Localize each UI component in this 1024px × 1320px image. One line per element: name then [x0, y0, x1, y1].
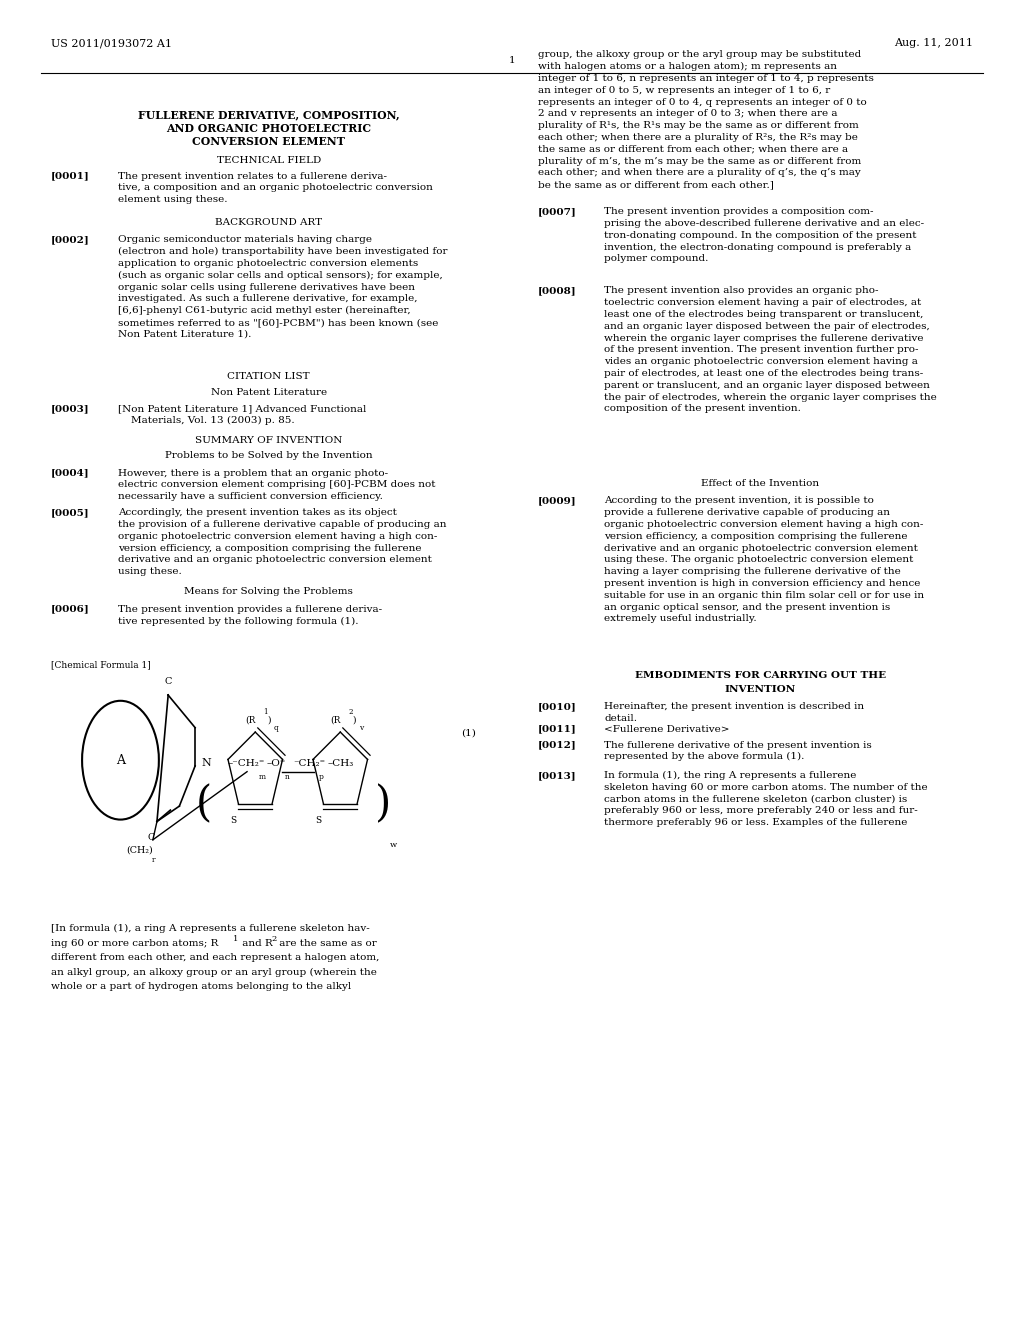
Text: According to the present invention, it is possible to
provide a fullerene deriva: According to the present invention, it i…: [604, 496, 925, 623]
Text: Accordingly, the present invention takes as its object
the provision of a fuller: Accordingly, the present invention takes…: [118, 508, 446, 577]
Text: Organic semiconductor materials having charge
(electron and hole) transportabili: Organic semiconductor materials having c…: [118, 235, 447, 339]
Text: p: p: [319, 772, 324, 780]
Text: TECHNICAL FIELD: TECHNICAL FIELD: [217, 156, 321, 165]
Text: Hereinafter, the present invention is described in
detail.: Hereinafter, the present invention is de…: [604, 702, 864, 723]
Text: Aug. 11, 2011: Aug. 11, 2011: [894, 38, 973, 49]
Text: CITATION LIST: CITATION LIST: [227, 372, 310, 381]
Text: 2: 2: [271, 935, 276, 942]
Text: [0013]: [0013]: [538, 771, 577, 780]
Text: –O⁼: –O⁼: [267, 759, 286, 768]
Text: The present invention also provides an organic pho-
toelectric conversion elemen: The present invention also provides an o…: [604, 286, 937, 413]
Text: [0002]: [0002]: [51, 235, 90, 244]
Text: [0011]: [0011]: [538, 725, 577, 734]
Text: Effect of the Invention: Effect of the Invention: [701, 479, 819, 488]
Text: Non Patent Literature: Non Patent Literature: [211, 388, 327, 397]
Text: whole or a part of hydrogen atoms belonging to the alkyl: whole or a part of hydrogen atoms belong…: [51, 982, 351, 991]
Text: 2: 2: [348, 709, 353, 717]
Text: S: S: [315, 816, 322, 825]
Text: ⁻CH₂⁼: ⁻CH₂⁼: [294, 759, 326, 768]
Text: r: r: [152, 855, 156, 863]
Text: [Chemical Formula 1]: [Chemical Formula 1]: [51, 660, 151, 669]
Text: EMBODIMENTS FOR CARRYING OUT THE: EMBODIMENTS FOR CARRYING OUT THE: [635, 671, 886, 680]
Text: and R: and R: [239, 939, 272, 948]
Text: ): ): [352, 715, 356, 725]
Text: m: m: [259, 772, 266, 780]
Text: 1: 1: [263, 709, 268, 717]
Text: C: C: [165, 677, 172, 686]
Text: N: N: [202, 758, 211, 768]
Text: 1: 1: [509, 57, 515, 66]
Text: [Non Patent Literature 1] Advanced Functional
    Materials, Vol. 13 (2003) p. 8: [Non Patent Literature 1] Advanced Funct…: [118, 404, 367, 425]
Text: A: A: [116, 754, 125, 767]
Text: US 2011/0193072 A1: US 2011/0193072 A1: [51, 38, 172, 49]
Text: [0010]: [0010]: [538, 702, 577, 711]
Text: [In formula (1), a ring A represents a fullerene skeleton hav-: [In formula (1), a ring A represents a f…: [51, 924, 370, 933]
Text: (R: (R: [245, 715, 255, 725]
Text: (R: (R: [330, 715, 340, 725]
Text: –CH₃: –CH₃: [328, 759, 353, 768]
Text: <Fullerene Derivative>: <Fullerene Derivative>: [604, 725, 730, 734]
Text: The present invention relates to a fullerene deriva-
tive, a composition and an : The present invention relates to a fulle…: [118, 172, 432, 205]
Text: INVENTION: INVENTION: [725, 685, 796, 694]
Text: [0001]: [0001]: [51, 172, 90, 181]
Text: [0009]: [0009]: [538, 496, 577, 506]
Text: v: v: [358, 725, 362, 733]
Text: C: C: [147, 833, 155, 842]
Text: an alkyl group, an alkoxy group or an aryl group (wherein the: an alkyl group, an alkoxy group or an ar…: [51, 968, 377, 977]
Text: ): ): [267, 715, 271, 725]
Text: [0005]: [0005]: [51, 508, 90, 517]
Text: different from each other, and each represent a halogen atom,: different from each other, and each repr…: [51, 953, 380, 962]
Text: [0003]: [0003]: [51, 404, 90, 413]
Text: SUMMARY OF INVENTION: SUMMARY OF INVENTION: [196, 436, 342, 445]
Text: The present invention provides a fullerene deriva-
tive represented by the follo: The present invention provides a fullere…: [118, 605, 382, 626]
Text: w: w: [390, 841, 397, 849]
Text: [0007]: [0007]: [538, 207, 577, 216]
Text: ): ): [375, 783, 391, 825]
Text: The fullerene derivative of the present invention is
represented by the above fo: The fullerene derivative of the present …: [604, 741, 871, 762]
Text: [0008]: [0008]: [538, 286, 577, 296]
Text: 1: 1: [233, 935, 239, 942]
Text: [0012]: [0012]: [538, 741, 577, 750]
Text: BACKGROUND ART: BACKGROUND ART: [215, 218, 323, 227]
Text: (: (: [196, 783, 212, 825]
Text: However, there is a problem that an organic photo-
electric conversion element c: However, there is a problem that an orga…: [118, 469, 435, 502]
Text: –⁻CH₂⁼: –⁻CH₂⁼: [228, 759, 265, 768]
Text: S: S: [230, 816, 237, 825]
Text: The present invention provides a composition com-
prising the above-described fu: The present invention provides a composi…: [604, 207, 925, 264]
Text: [0006]: [0006]: [51, 605, 90, 614]
Text: (CH₂): (CH₂): [126, 845, 153, 854]
Text: In formula (1), the ring A represents a fullerene
skeleton having 60 or more car: In formula (1), the ring A represents a …: [604, 771, 928, 828]
Text: q: q: [273, 725, 279, 733]
Text: AND ORGANIC PHOTOELECTRIC: AND ORGANIC PHOTOELECTRIC: [166, 123, 372, 133]
Text: ing 60 or more carbon atoms; R: ing 60 or more carbon atoms; R: [51, 939, 218, 948]
Text: [0004]: [0004]: [51, 469, 90, 478]
Text: Means for Solving the Problems: Means for Solving the Problems: [184, 587, 353, 597]
Text: are the same as or: are the same as or: [276, 939, 377, 948]
Text: FULLERENE DERIVATIVE, COMPOSITION,: FULLERENE DERIVATIVE, COMPOSITION,: [138, 110, 399, 120]
Text: (1): (1): [461, 729, 476, 738]
Text: CONVERSION ELEMENT: CONVERSION ELEMENT: [193, 136, 345, 147]
Text: n: n: [286, 772, 290, 780]
Text: group, the alkoxy group or the aryl group may be substituted
with halogen atoms : group, the alkoxy group or the aryl grou…: [538, 50, 873, 189]
Text: Problems to be Solved by the Invention: Problems to be Solved by the Invention: [165, 451, 373, 461]
